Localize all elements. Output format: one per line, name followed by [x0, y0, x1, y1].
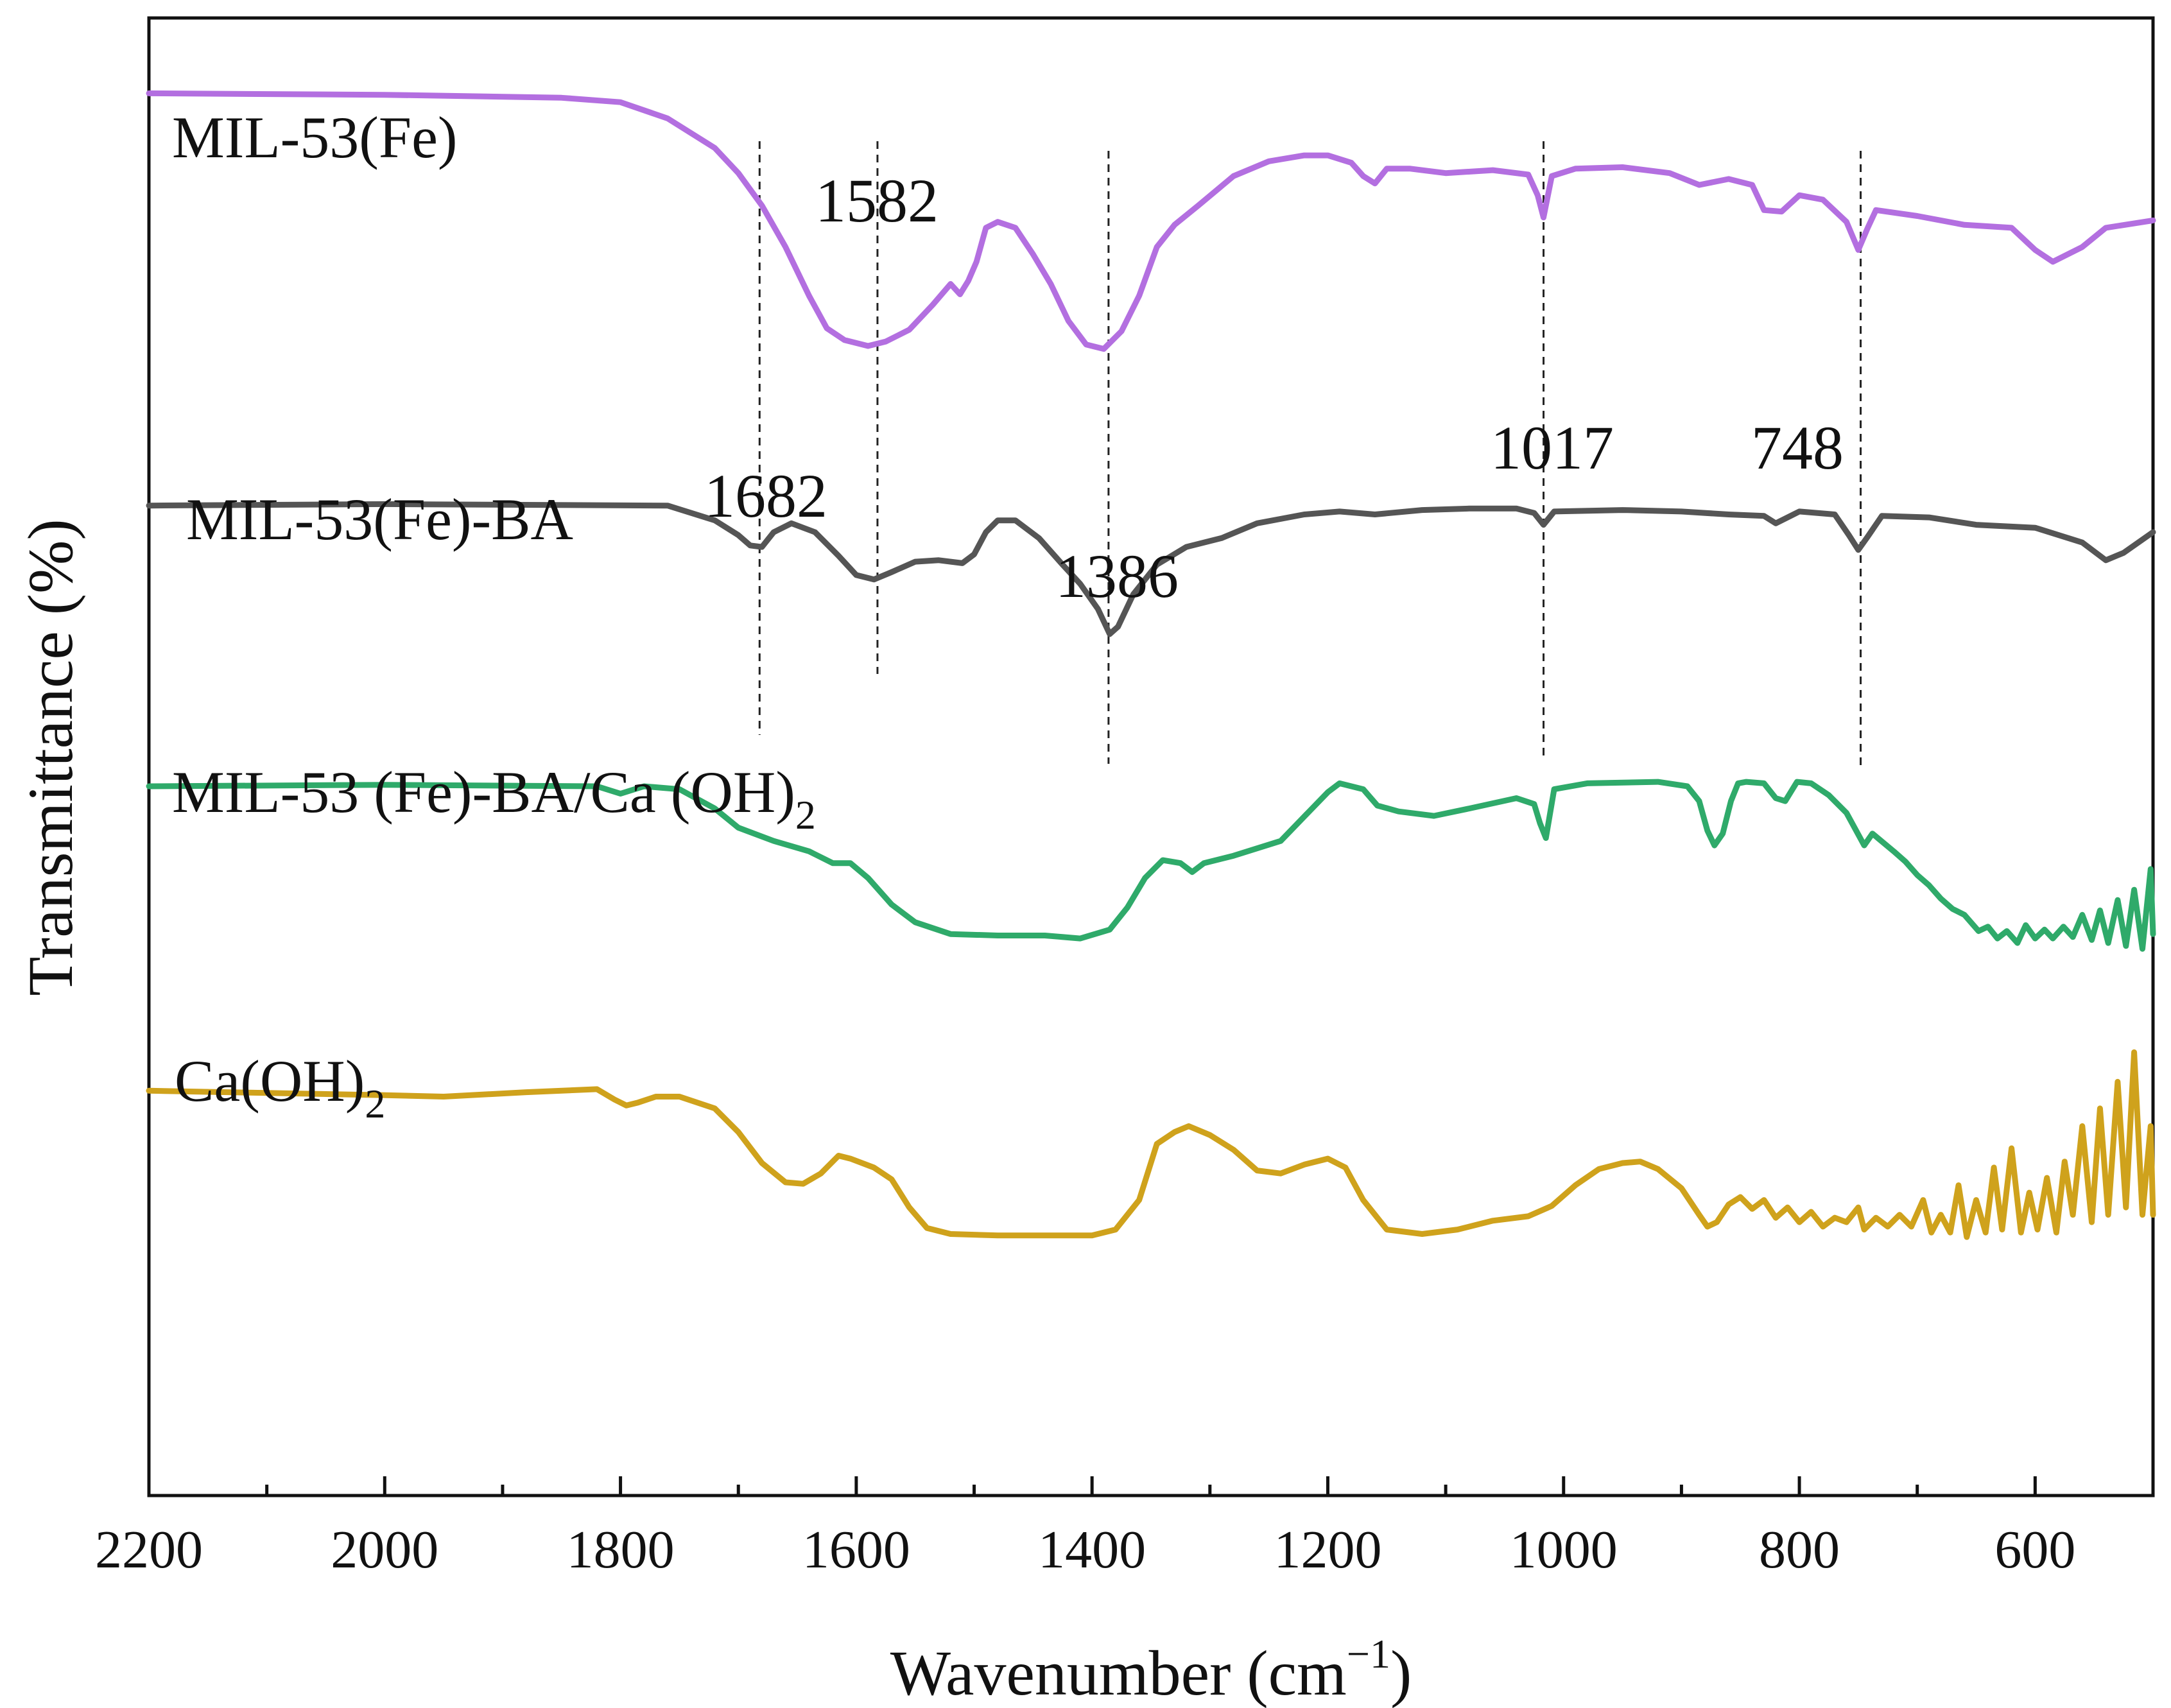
x-tick-label: 1000	[1510, 1520, 1618, 1580]
peak-label-1386: 1386	[1055, 542, 1179, 610]
x-tick-label: 600	[1994, 1520, 2075, 1580]
x-axis-tick-labels: 2200 2000 1800 1600 1400 1200 1000 800 600	[95, 1520, 2075, 1580]
x-tick-label: 2200	[95, 1520, 203, 1580]
series-line-caoh2	[146, 1049, 2156, 1240]
x-axis-title-main: Wavenumber (cm	[890, 1637, 1347, 1708]
series-label-text: MIL-53 (Fe)-BA/Ca (OH)	[172, 759, 795, 825]
x-axis-title: Wavenumber (cm−1)	[890, 1631, 1412, 1708]
series-line-mil-53-fe-ba	[146, 501, 2156, 637]
series-label-text: MIL-53(Fe)-BA	[186, 487, 573, 552]
series-label-text: Ca(OH)	[175, 1048, 365, 1114]
peak-label-1682: 1682	[704, 462, 827, 530]
series-label-mil-53-fe-ba-caoh2: MIL-53 (Fe)-BA/Ca (OH)2	[172, 759, 816, 838]
reference-lines	[758, 141, 1862, 767]
peak-labels: 1682 1582 1386 1017 748	[704, 166, 1844, 610]
peak-label-1017: 1017	[1491, 413, 1614, 482]
x-axis-ticks	[147, 1476, 2037, 1496]
series-line-mil-53-fe-ba-caoh2	[146, 779, 2156, 952]
series-labels: MIL-53(Fe) MIL-53(Fe)-BA MIL-53 (Fe)-BA/Ca…	[172, 105, 816, 1126]
x-tick-label: 800	[1759, 1520, 1840, 1580]
x-tick-label: 1400	[1038, 1520, 1146, 1580]
series-lines	[146, 90, 2156, 1240]
plot-frame	[147, 16, 2155, 1497]
series-label-mil-53-fe: MIL-53(Fe)	[172, 105, 458, 170]
x-axis-title-sup: −1	[1347, 1631, 1390, 1677]
series-line-mil-53-fe	[146, 90, 2156, 352]
y-axis-title: Transmittance (%)	[15, 519, 86, 996]
peak-label-748: 748	[1751, 413, 1844, 482]
x-tick-label: 1800	[567, 1520, 675, 1580]
series-label-subscript: 2	[365, 1081, 385, 1126]
x-tick-label: 1200	[1274, 1520, 1381, 1580]
peak-label-1582: 1582	[815, 166, 938, 235]
series-label-mil-53-fe-ba: MIL-53(Fe)-BA	[186, 487, 573, 552]
series-label-subscript: 2	[795, 792, 816, 838]
x-tick-label: 1600	[802, 1520, 910, 1580]
x-tick-label: 2000	[331, 1520, 438, 1580]
x-axis-title-close: )	[1390, 1637, 1412, 1708]
series-label-caoh2: Ca(OH)2	[175, 1048, 385, 1126]
series-label-text: MIL-53(Fe)	[172, 105, 458, 170]
